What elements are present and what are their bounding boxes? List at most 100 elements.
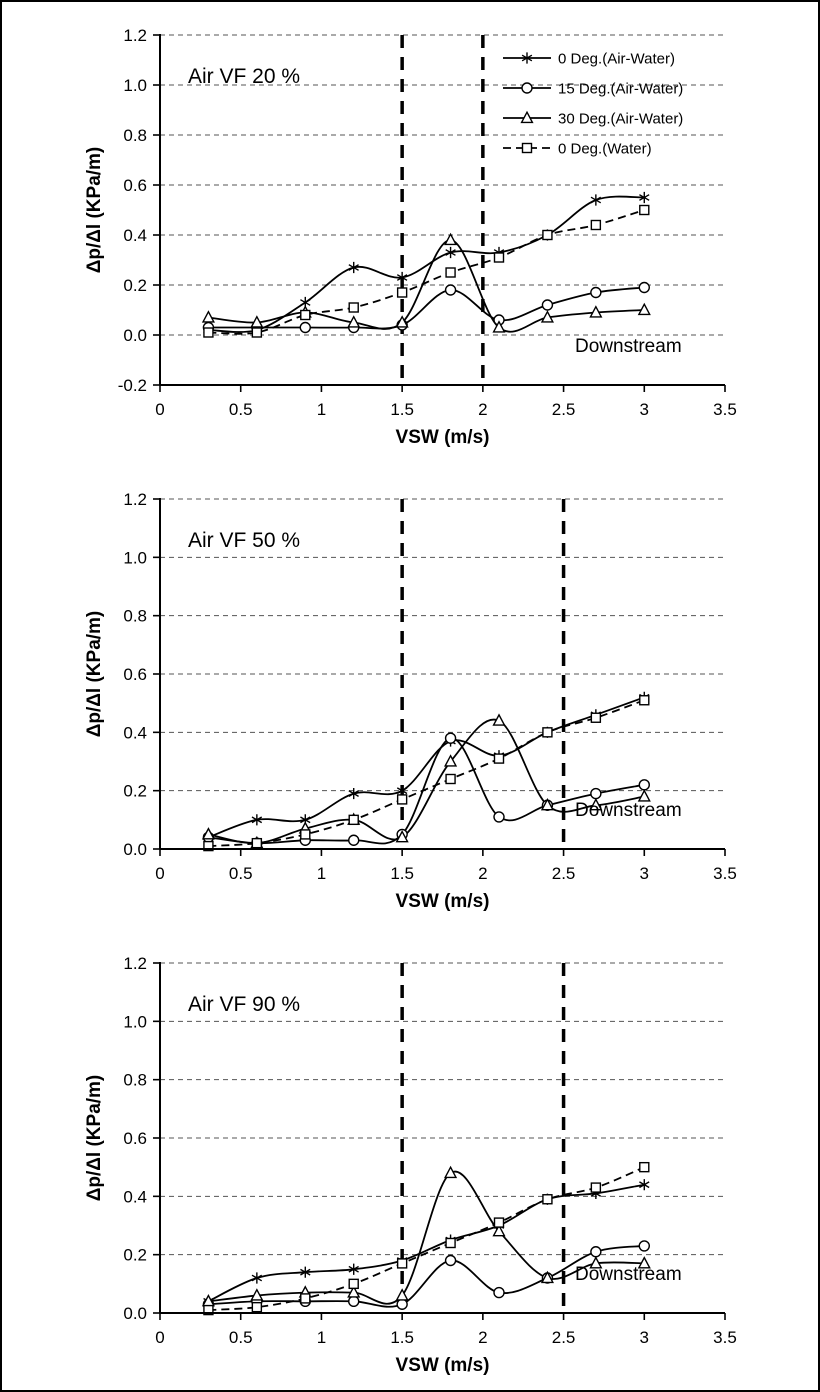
marker-0-deg-air-water [639, 191, 650, 204]
chart-title: Air VF 50 % [188, 529, 300, 552]
y-tick-label: -0.2 [118, 376, 147, 395]
gridlines [160, 34, 725, 336]
marker-15-deg-air-water [348, 1295, 360, 1308]
chart-air-vf-20: -0.2 0.0 0.2 0.4 0.6 0.8 1.0 1.2 0 0.5 1 1.5 2 2.5 3 3.… [0, 0, 820, 464]
series-line-15-deg-air-water [208, 1245, 645, 1308]
x-axis-label: VSW (m/s) [396, 1355, 490, 1376]
gridlines [160, 498, 725, 792]
y-axis-label: Δp/Δl (KPa/m) [84, 1075, 105, 1202]
marker-30-deg-air-water [589, 305, 603, 318]
marker-30-deg-air-water [637, 302, 651, 316]
marker-0-deg-water [300, 829, 311, 840]
legend-marker-30-deg-air-water [520, 110, 534, 124]
marker-0-deg-air-water [445, 246, 456, 259]
x-tick-label: 2 [478, 1328, 487, 1347]
series-line-0-deg-water [208, 699, 645, 847]
marker-0-deg-water [445, 773, 456, 785]
y-tick-label: 1.0 [123, 1012, 147, 1031]
x-tick-label: 1.5 [390, 400, 414, 419]
marker-15-deg-air-water [638, 779, 650, 791]
legend-label: 30 Deg.(Air-Water) [558, 111, 683, 128]
marker-30-deg-air-water [540, 1270, 554, 1284]
x-tick-label: 3.5 [713, 400, 737, 419]
x-tick-label: 2.5 [552, 400, 576, 419]
series-line-0-deg-water [208, 1166, 645, 1311]
marker-0-deg-water [639, 1161, 650, 1173]
legend-marker-0-deg-water [521, 142, 533, 154]
chart-title: Air VF 20 % [188, 65, 300, 88]
marker-0-deg-water [542, 229, 553, 241]
x-tick-label: 3.5 [713, 864, 737, 883]
y-tick-label: 0.8 [123, 607, 147, 626]
marker-0-deg-air-water [300, 1266, 311, 1278]
marker-0-deg-water [639, 695, 650, 706]
y-tick-label: 0.4 [123, 723, 147, 742]
marker-0-deg-air-water [639, 1179, 650, 1191]
x-tick-label: 1 [317, 864, 326, 883]
marker-15-deg-air-water [299, 321, 311, 334]
marker-0-deg-air-water [348, 1263, 359, 1275]
marker-30-deg-air-water [444, 754, 458, 767]
marker-0-deg-water [251, 1301, 263, 1313]
series-markers [201, 691, 651, 852]
y-tick-label: 0.2 [123, 1246, 147, 1265]
legend-label: 0 Deg.(Air-Water) [558, 51, 675, 68]
marker-0-deg-air-water [396, 271, 408, 284]
marker-0-deg-water [396, 794, 408, 805]
marker-0-deg-water [590, 1182, 602, 1193]
marker-15-deg-air-water [493, 1286, 505, 1299]
marker-30-deg-air-water [201, 310, 215, 323]
marker-0-deg-water [396, 287, 408, 298]
marker-0-deg-air-water [348, 787, 359, 800]
legend-entry: 30 Deg.(Air-Water) [503, 111, 683, 128]
marker-0-deg-water [493, 753, 505, 764]
series-line-30-deg-air-water [208, 239, 645, 333]
x-tick-label: 3 [640, 864, 649, 883]
x-tick-label: 1.5 [390, 864, 414, 883]
chart-air-vf-90: 0.0 0.2 0.4 0.6 0.8 1.0 1.2 0 0.5 1 1.5 2 2.5 3 3.5 VSW… [0, 928, 820, 1392]
x-tick-label: 3 [640, 1328, 649, 1347]
marker-15-deg-air-water [541, 299, 554, 311]
marker-0-deg-water [300, 309, 311, 321]
y-tick-label: 0.2 [123, 782, 147, 801]
x-tick-label: 0 [155, 1328, 164, 1347]
y-tick-label: 0.8 [123, 126, 147, 145]
marker-15-deg-air-water [444, 1254, 457, 1267]
marker-0-deg-water [348, 814, 359, 826]
marker-30-deg-air-water [395, 1288, 409, 1301]
y-tick-label: 0.2 [123, 276, 147, 295]
marker-30-deg-air-water [589, 797, 603, 811]
legend: 0 Deg.(Air-Water) 15 Deg.(Air-Water) 30 De… [503, 51, 683, 158]
y-tick-label: 0.8 [123, 1071, 147, 1090]
marker-0-deg-water [590, 219, 602, 231]
x-tick-label: 0 [155, 400, 164, 419]
marker-0-deg-water [493, 252, 505, 263]
marker-0-deg-water [203, 1304, 214, 1316]
x-axis-label: VSW (m/s) [396, 891, 490, 912]
series-line-0-deg-air-water [208, 195, 645, 333]
marker-30-deg-air-water [395, 315, 409, 328]
marker-0-deg-water [300, 1293, 311, 1304]
y-tick-label: 0.6 [123, 665, 147, 684]
series-line-0-deg-water [208, 209, 645, 335]
x-tick-label: 2 [478, 864, 487, 883]
y-tick-label: 0.6 [123, 176, 147, 195]
downstream-annotation: Downstream [575, 336, 682, 357]
marker-30-deg-air-water [540, 310, 554, 323]
legend-entry: 0 Deg.(Air-Water) [503, 51, 675, 68]
x-tick-label: 0.5 [229, 400, 253, 419]
marker-0-deg-water [348, 302, 359, 313]
marker-30-deg-air-water [589, 1256, 603, 1269]
marker-30-deg-air-water [347, 1285, 361, 1298]
marker-0-deg-water [251, 837, 263, 849]
marker-15-deg-air-water [493, 811, 505, 823]
marker-30-deg-air-water [637, 1256, 651, 1269]
marker-15-deg-air-water [590, 286, 602, 299]
legend-label: 0 Deg.(Water) [558, 141, 652, 158]
x-tick-label: 2 [478, 400, 487, 419]
marker-30-deg-air-water [250, 315, 264, 328]
downstream-annotation: Downstream [575, 800, 682, 821]
marker-0-deg-water [251, 327, 263, 338]
downstream-annotation: Downstream [575, 1264, 682, 1285]
